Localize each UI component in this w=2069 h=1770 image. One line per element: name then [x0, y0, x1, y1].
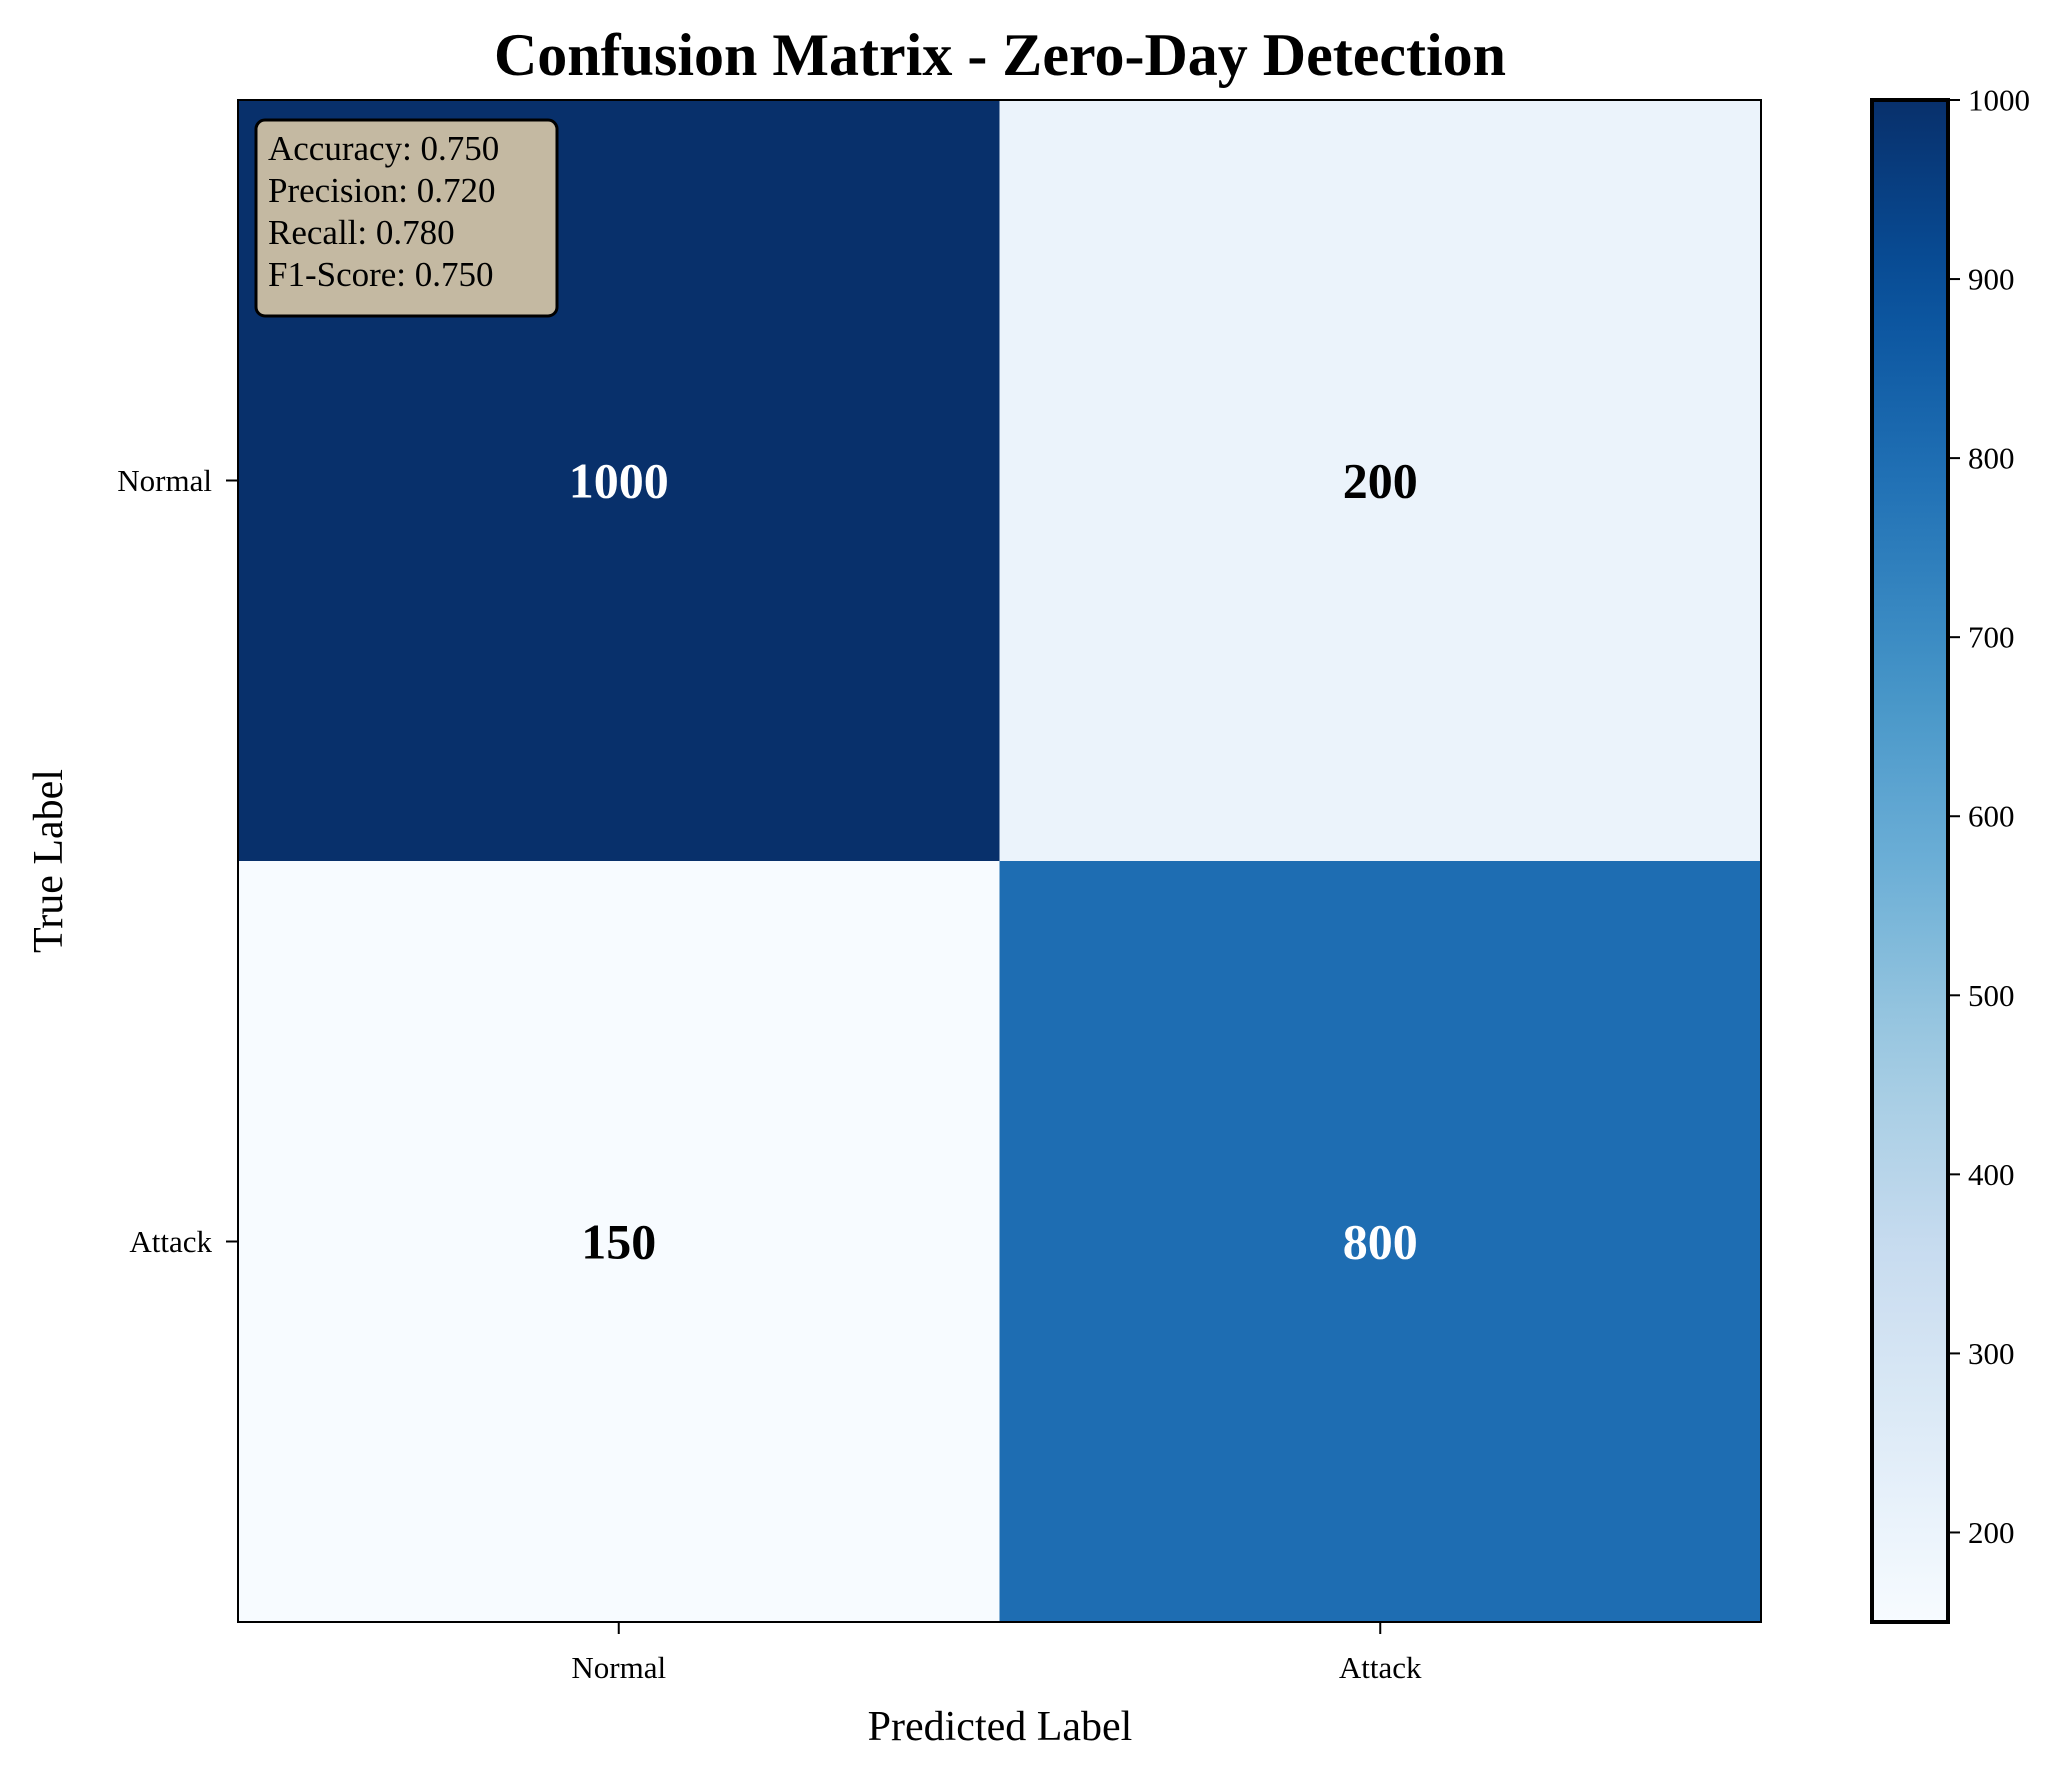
- colorbar-tick-label: 600: [1968, 799, 2015, 834]
- metrics-line: Precision: 0.720: [268, 171, 495, 210]
- metrics-box-background: [254, 118, 559, 318]
- metrics-line: F1-Score: 0.750: [268, 255, 494, 294]
- heatmap-cell: [238, 861, 1000, 1623]
- colorbar-tick-label: 800: [1968, 441, 2015, 476]
- metrics-line: Recall: 0.780: [268, 213, 455, 252]
- y-axis-ticks: Normal Attack: [117, 463, 238, 1259]
- x-tick-label: Attack: [1339, 1650, 1422, 1685]
- colorbar-ticks: 200 300 400 500 600 700 800 900 1000: [1948, 83, 2030, 1550]
- colorbar-tick-label: 500: [1968, 978, 2015, 1013]
- colorbar-tick-label: 700: [1968, 620, 2015, 655]
- colorbar: [1870, 98, 1950, 1624]
- y-tick-label: Attack: [129, 1224, 212, 1259]
- colorbar-tick-label: 300: [1968, 1336, 2015, 1371]
- x-axis-label: Predicted Label: [868, 1704, 1133, 1750]
- y-tick-label: Normal: [117, 463, 212, 498]
- colorbar-tick-label: 200: [1968, 1515, 2015, 1550]
- cell-value-label: 200: [1343, 453, 1418, 509]
- colorbar-tick-label: 400: [1968, 1157, 2015, 1192]
- y-axis-label: True Label: [26, 769, 72, 953]
- cell-value-label: 1000: [569, 453, 669, 509]
- x-axis-ticks: Normal Attack: [571, 1622, 1422, 1685]
- cell-value-label: 150: [581, 1214, 656, 1270]
- plot-frame: [237, 99, 1762, 1623]
- cell-labels: 1000 200 150 800: [569, 453, 1418, 1270]
- colorbar-tick-label: 900: [1968, 262, 2015, 297]
- chart-title: Confusion Matrix - Zero-Day Detection: [494, 22, 1506, 88]
- x-tick-label: Normal: [571, 1650, 666, 1685]
- heatmap-cells: [238, 100, 1762, 1623]
- colorbar-tick-label: 1000: [1968, 83, 2030, 118]
- heatmap-cell: [999, 100, 1762, 862]
- heatmap-cell: [999, 861, 1762, 1623]
- cell-value-label: 800: [1343, 1214, 1418, 1270]
- metrics-line: Accuracy: 0.750: [268, 129, 499, 168]
